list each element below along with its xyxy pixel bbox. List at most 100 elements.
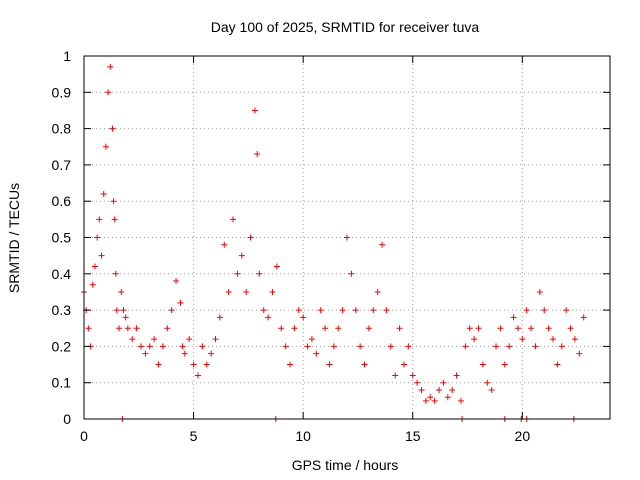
data-point [291,325,298,332]
data-point [304,343,311,350]
data-point [300,314,307,321]
data-point [414,379,421,386]
data-point [212,336,219,343]
y-tick-label: 0.7 [52,157,72,173]
data-point [361,361,368,368]
data-point [208,350,215,357]
data-point [247,234,254,241]
data-point [85,325,92,332]
data-point [479,361,486,368]
data-point [221,241,228,248]
data-point [105,89,112,96]
y-tick-labels: 0 0.1 0.2 0.3 0.4 0.5 0.6 0.7 0.8 0.9 1 [52,48,72,427]
x-tick-label: 20 [515,428,531,444]
data-point [374,288,381,295]
data-point [497,325,504,332]
data-point [107,63,114,70]
data-point [133,325,140,332]
data-point [383,307,390,314]
data-point [122,314,129,321]
data-point [203,361,210,368]
y-tick-label: 0.3 [52,302,72,318]
y-tick-label: 0 [63,411,71,427]
data-point [151,336,158,343]
y-tick-label: 0.4 [52,266,72,282]
data-point [273,263,280,270]
data-point [422,397,429,404]
data-point [563,307,570,314]
data-point [102,143,109,150]
x-axis-label: GPS time / hours [292,457,399,473]
data-point [129,336,136,343]
data-point [536,288,543,295]
data-point [295,307,302,314]
data-point [265,314,272,321]
data-point [164,325,171,332]
data-point [519,336,526,343]
data-point [344,234,350,241]
data-point [409,372,416,379]
y-axis-label: SRMTID / TECUs [6,183,22,293]
data-point [308,336,315,343]
data-point [173,278,180,285]
data-point [392,372,399,379]
data-point [124,325,131,332]
data-point [466,325,473,332]
data-point [457,397,464,404]
data-points [81,63,587,422]
data-point [243,288,250,295]
x-tick-label: 0 [80,428,88,444]
data-point [370,307,377,314]
data-point [260,307,267,314]
data-point [532,343,539,350]
data-point [514,325,521,332]
data-point [576,350,583,357]
data-point [348,270,355,277]
data-point [462,343,469,350]
y-tick-label: 0.1 [52,375,72,391]
data-point [225,288,232,295]
data-point [234,270,241,277]
data-point [427,394,434,401]
y-tick-label: 0.2 [52,338,72,354]
data-point [190,361,197,368]
data-point [179,343,186,350]
data-point [444,394,451,401]
data-point [440,379,447,386]
y-tick-label: 0.9 [52,84,72,100]
x-tick-label: 10 [295,428,311,444]
data-point [580,314,587,321]
data-point [111,216,118,223]
data-point [545,325,552,332]
data-point [567,325,574,332]
data-point [313,350,320,357]
data-point [194,372,201,379]
data-point [287,361,294,368]
data-point [453,372,460,379]
data-point [484,379,491,386]
x-tick-labels: 0 5 10 15 20 [80,428,530,444]
data-point [159,343,166,350]
data-point [113,307,120,314]
data-point [120,307,127,314]
data-point [137,343,144,350]
data-point [89,281,96,288]
data-point [181,350,188,357]
data-point [523,307,530,314]
data-point [254,151,261,158]
data-point [558,343,565,350]
data-point [352,307,359,314]
data-point [142,350,149,357]
data-point [94,234,101,241]
axis-ticks [83,55,610,420]
data-point [528,325,535,332]
data-point [109,125,116,132]
data-point [322,325,329,332]
data-point [339,307,346,314]
data-point [112,270,119,277]
data-point [541,307,548,314]
data-point [431,397,438,404]
data-point [554,361,561,368]
data-point [488,386,495,393]
